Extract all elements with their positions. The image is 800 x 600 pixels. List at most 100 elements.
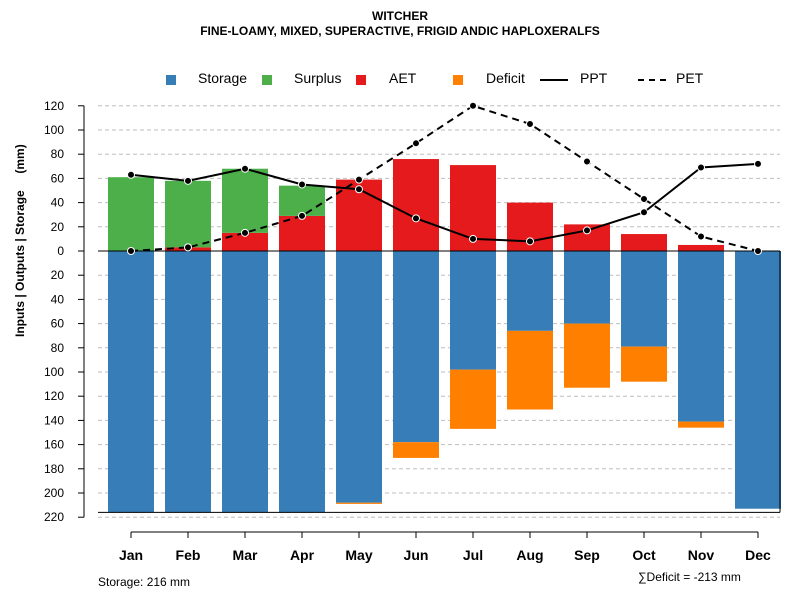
point-pet-mar (241, 228, 249, 237)
point-pet-sep (583, 157, 591, 166)
legend-label-ppt: PPT (580, 70, 608, 86)
chart-title: WITCHER (372, 9, 428, 23)
x-tick-label-aug: Aug (516, 547, 543, 563)
x-tick-label-feb: Feb (176, 547, 201, 563)
point-pet-dec (754, 247, 762, 255)
y-tick-label: 180 (44, 462, 64, 476)
x-tick-label-mar: Mar (233, 547, 258, 563)
bar-deficit-nov (678, 421, 724, 428)
legend-swatch-deficit (453, 75, 463, 85)
bar-aet-nov (678, 244, 724, 251)
bar-deficit-may (336, 502, 382, 504)
y-tick-label: 200 (44, 486, 64, 500)
legend: Storage Surplus AET Deficit PPT PET (0, 70, 800, 90)
y-tick-label: 100 (44, 123, 64, 137)
point-ppt-feb (184, 176, 192, 185)
y-tick-label: 160 (44, 438, 64, 452)
legend-swatch-surplus (262, 75, 272, 85)
point-ppt-jun (412, 214, 420, 223)
y-tick-label: 120 (44, 389, 64, 403)
bar-surplus-feb (165, 180, 211, 248)
x-tick-label-sep: Sep (574, 547, 600, 563)
legend-label-aet: AET (389, 70, 417, 86)
deficit-total: ∑Deficit = -213 mm (638, 570, 741, 584)
bar-deficit-aug (507, 330, 553, 410)
bar-aet-jun (393, 159, 439, 251)
y-tick-label: 20 (51, 268, 65, 282)
legend-swatch-storage (166, 75, 176, 85)
x-tick-label-apr: Apr (290, 547, 315, 563)
legend-label-storage: Storage (198, 70, 248, 86)
x-tick-label-jun: Jun (404, 547, 429, 563)
y-tick-label: 220 (44, 510, 64, 524)
point-pet-feb (184, 243, 192, 252)
bar-storage-jul (450, 251, 496, 370)
bar-storage-jun (393, 251, 439, 443)
point-pet-may (355, 175, 363, 184)
line-ppt (130, 162, 759, 243)
point-ppt-dec (754, 159, 762, 168)
bar-storage-aug (507, 251, 553, 331)
point-ppt-nov (697, 163, 705, 172)
point-pet-jul (469, 101, 477, 110)
bar-aet-apr (279, 215, 325, 251)
y-tick-label: 60 (51, 171, 65, 185)
chart-subtitle: FINE-LOAMY, MIXED, SUPERACTIVE, FRIGID A… (200, 24, 600, 38)
y-tick-label: 80 (51, 341, 65, 355)
point-pet-oct (640, 194, 648, 203)
x-tick-label-jan: Jan (119, 547, 143, 563)
point-ppt-mar (241, 164, 249, 173)
bar-surplus-apr (279, 185, 325, 216)
y-tick-label: 40 (51, 196, 65, 210)
bar-surplus-mar (222, 168, 268, 233)
bar-storage-jan (108, 251, 154, 513)
point-pet-jan (127, 247, 135, 255)
bar-deficit-sep (564, 323, 610, 388)
point-pet-jun (412, 139, 420, 148)
bar-surplus-jan (108, 177, 154, 251)
point-ppt-oct (640, 208, 648, 217)
bar-storage-apr (279, 251, 325, 513)
bar-storage-oct (621, 251, 667, 347)
bar-storage-mar (222, 251, 268, 513)
point-pet-nov (697, 232, 705, 241)
bar-aet-mar (222, 232, 268, 251)
bar-deficit-jun (393, 442, 439, 458)
x-tick-label-nov: Nov (688, 547, 715, 563)
x-tick-label-may: May (345, 547, 372, 563)
bar-aet-oct (621, 234, 667, 251)
bar-deficit-jul (450, 369, 496, 429)
bar-storage-sep (564, 251, 610, 324)
point-pet-aug (526, 119, 534, 128)
legend-label-surplus: Surplus (294, 70, 342, 86)
y-tick-label: 120 (44, 99, 64, 113)
point-ppt-sep (583, 226, 591, 235)
legend-line-ppt (540, 79, 568, 81)
y-tick-label: 40 (51, 292, 65, 306)
point-ppt-jul (469, 234, 477, 243)
bar-storage-nov (678, 251, 724, 422)
legend-line-pet (638, 79, 666, 81)
y-tick-label: 100 (44, 365, 64, 379)
point-ppt-jan (127, 170, 135, 179)
y-tick-label: 0 (57, 244, 64, 258)
y-tick-label: 20 (51, 220, 65, 234)
point-ppt-apr (298, 180, 306, 189)
bar-storage-dec (735, 251, 781, 509)
legend-label-pet: PET (676, 70, 704, 86)
legend-label-deficit: Deficit (486, 70, 525, 86)
legend-swatch-aet (356, 75, 366, 85)
y-tick-label: 80 (51, 147, 65, 161)
point-ppt-aug (526, 237, 534, 246)
y-tick-label: 140 (44, 413, 64, 427)
bar-deficit-oct (621, 346, 667, 382)
x-tick-label-dec: Dec (745, 547, 771, 563)
x-tick-label-oct: Oct (632, 547, 656, 563)
y-tick-label: 60 (51, 317, 65, 331)
storage-total: Storage: 216 mm (98, 575, 191, 589)
point-pet-apr (298, 211, 306, 220)
bar-storage-may (336, 251, 382, 503)
bar-storage-feb (165, 251, 211, 513)
x-tick-label-jul: Jul (463, 547, 483, 563)
